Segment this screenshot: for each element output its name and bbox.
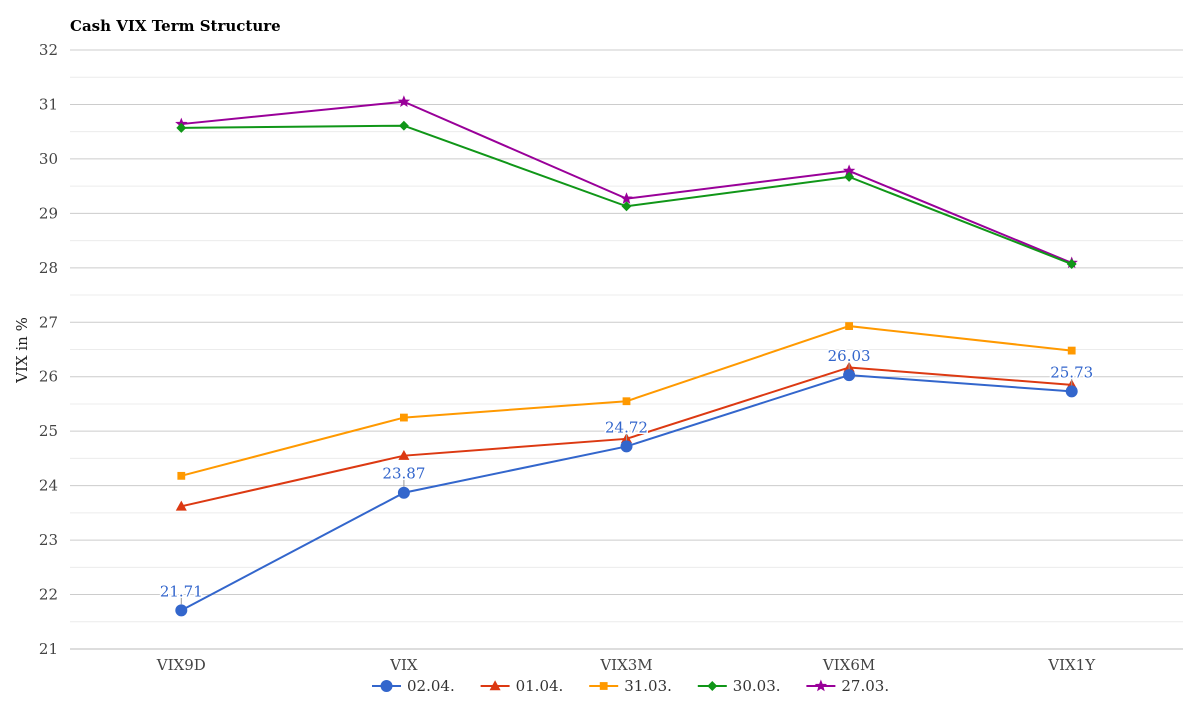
y-tick-label: 28 (39, 259, 58, 277)
x-axis-ticks: VIX9D VIX VIX3M VIX6M VIX1Y (156, 656, 1096, 674)
data-point (843, 369, 856, 382)
legend-label: 31.03. (624, 677, 672, 695)
data-point (844, 171, 855, 182)
data-label: 21.71 (160, 582, 203, 600)
data-point (620, 192, 633, 204)
data-label: 24.72 (605, 418, 648, 436)
x-tick-label: VIX1Y (1047, 656, 1096, 674)
data-point (177, 471, 186, 480)
y-tick-label: 27 (39, 313, 58, 331)
legend-label: 27.03. (841, 677, 889, 695)
y-tick-label: 30 (39, 150, 58, 168)
data-point (397, 486, 410, 499)
data-point (398, 449, 410, 460)
y-tick-label: 23 (39, 531, 58, 549)
legend-label: 01.04. (516, 677, 564, 695)
chart-title: Cash VIX Term Structure (70, 17, 281, 35)
data-point (845, 322, 854, 330)
legend-marker (380, 680, 393, 692)
data-point (1067, 346, 1076, 355)
data-point (397, 95, 411, 107)
legend-item[interactable]: 27.03. (806, 677, 889, 695)
x-tick-label: VIX9D (156, 656, 206, 674)
legend-marker (707, 681, 718, 691)
data-label: 26.03 (828, 347, 871, 365)
series-layer (175, 95, 1078, 617)
y-axis-label: VIX in % (13, 317, 31, 384)
legend-item[interactable]: 02.04. (372, 677, 455, 695)
legend-marker (599, 682, 608, 690)
data-point (398, 120, 409, 131)
data-point (622, 397, 631, 406)
series-line (180, 374, 1072, 612)
x-tick-label: VIX3M (599, 656, 652, 674)
grid (70, 49, 1183, 650)
x-tick-label: VIX (389, 656, 418, 674)
y-axis-ticks: 21 22 23 24 25 26 27 28 29 30 31 32 (39, 41, 58, 658)
data-point (620, 440, 633, 453)
data-point (1065, 385, 1078, 398)
data-point (175, 500, 187, 511)
legend-marker (489, 680, 501, 691)
data-labels: 21.71 23.87 24.72 26.03 25.73 (158, 346, 1095, 605)
legend[interactable]: 02.04. 01.04. 31.03. 30.03. 27.03. (372, 677, 889, 695)
y-tick-label: 26 (39, 368, 58, 386)
legend-item[interactable]: 01.04. (480, 677, 564, 695)
legend-item[interactable]: 31.03. (589, 677, 672, 695)
y-tick-label: 25 (39, 422, 58, 440)
y-tick-label: 22 (39, 586, 58, 604)
legend-marker (814, 679, 828, 692)
y-tick-label: 29 (39, 204, 58, 222)
y-tick-label: 31 (39, 95, 58, 113)
data-point (1066, 259, 1077, 269)
data-point (176, 122, 187, 133)
series-27-03 (175, 95, 1078, 269)
legend-label: 30.03. (733, 677, 781, 695)
data-point (400, 413, 408, 422)
series-02-04 (175, 369, 1078, 617)
data-point (175, 604, 188, 617)
legend-item[interactable]: 30.03. (697, 677, 781, 695)
series-30-03 (176, 120, 1077, 269)
legend-label: 02.04. (407, 677, 455, 695)
series-31-03 (177, 322, 1076, 480)
data-label: 25.73 (1050, 363, 1093, 381)
y-tick-label: 24 (39, 477, 58, 495)
y-tick-label: 21 (39, 640, 58, 658)
data-point (621, 201, 632, 212)
x-tick-label: VIX6M (822, 656, 875, 674)
y-tick-label: 32 (39, 41, 58, 59)
data-label: 23.87 (382, 465, 425, 483)
